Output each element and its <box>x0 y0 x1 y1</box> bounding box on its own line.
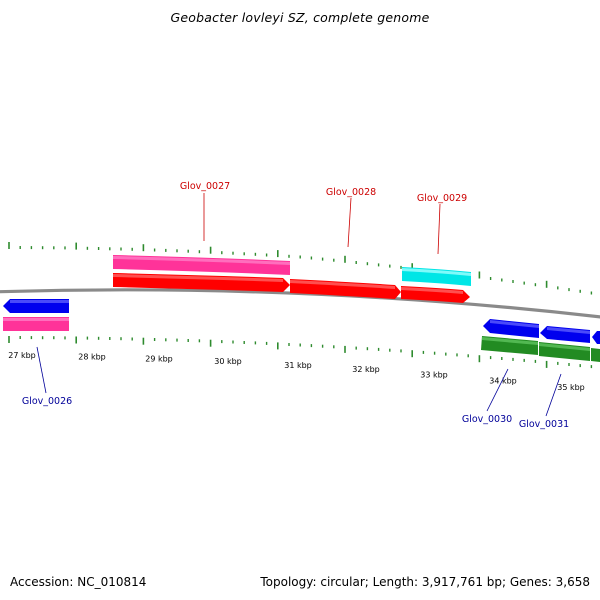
scale-label: 29 kbp <box>145 354 173 363</box>
label-glov-0028[interactable]: Glov_0028 <box>326 187 376 198</box>
label-leaders <box>36 193 562 417</box>
genome-backbone <box>0 288 600 319</box>
scale-label: 30 kbp <box>214 357 242 366</box>
scale-label: 31 kbp <box>284 361 312 370</box>
forward-strand-features <box>113 255 471 303</box>
leader-glov-0029 <box>437 203 441 255</box>
cds-arrow-glov-0028-highlight <box>290 280 395 289</box>
scale-label: 34 kbp <box>489 376 517 385</box>
cds-arrow-glov-0030-highlight <box>490 320 539 328</box>
scale-label: 35 kbp <box>557 383 585 392</box>
cds-arrow-glov-0029-highlight <box>401 287 463 294</box>
feature-bar-glov-0029-highlight <box>402 268 471 276</box>
gene-labels: Glov_0027 Glov_0028 Glov_0029 Glov_0026 … <box>22 181 569 430</box>
feature-bar-glov-0031-highlight <box>539 343 590 351</box>
feature-bar-glov-0030-highlight <box>482 337 538 345</box>
scale-label: 28 kbp <box>78 352 106 361</box>
genome-summary-text: Topology: circular; Length: 3,917,761 bp… <box>260 575 590 589</box>
map-title: Geobacter lovleyi SZ, complete genome <box>170 10 430 25</box>
label-glov-0026[interactable]: Glov_0026 <box>22 396 72 407</box>
cds-arrow-next-partial[interactable] <box>592 331 600 344</box>
feature-bar-next-partial[interactable] <box>591 348 600 362</box>
gene-bar-glov-0026-highlight <box>3 318 69 321</box>
scale-label: 27 kbp <box>8 351 36 360</box>
cds-arrow-glov-0026-highlight <box>10 300 69 303</box>
label-glov-0029[interactable]: Glov_0029 <box>417 193 467 204</box>
accession-text: Accession: NC_010814 <box>10 575 147 589</box>
leader-glov-0028 <box>347 197 352 248</box>
reverse-strand-features <box>3 299 600 362</box>
leader-glov-0030 <box>486 368 509 412</box>
cds-arrow-glov-0031-highlight <box>547 327 590 334</box>
scale-label: 33 kbp <box>420 370 448 379</box>
cds-arrow-glov-0027-highlight <box>113 274 283 282</box>
inner-tick-row <box>8 336 593 369</box>
label-glov-0027[interactable]: Glov_0027 <box>180 181 230 192</box>
scale-label: 32 kbp <box>352 365 380 374</box>
leader-glov-0031 <box>545 373 562 417</box>
scale-tick-labels: 27 kbp 28 kbp 29 kbp 30 kbp 31 kbp 32 kbp 33 k… <box>8 351 585 392</box>
leader-glov-0026 <box>36 346 47 394</box>
gene-bar-glov-0027-highlight <box>113 256 290 265</box>
label-glov-0030[interactable]: Glov_0030 <box>462 414 512 425</box>
label-glov-0031[interactable]: Glov_0031 <box>519 419 569 430</box>
